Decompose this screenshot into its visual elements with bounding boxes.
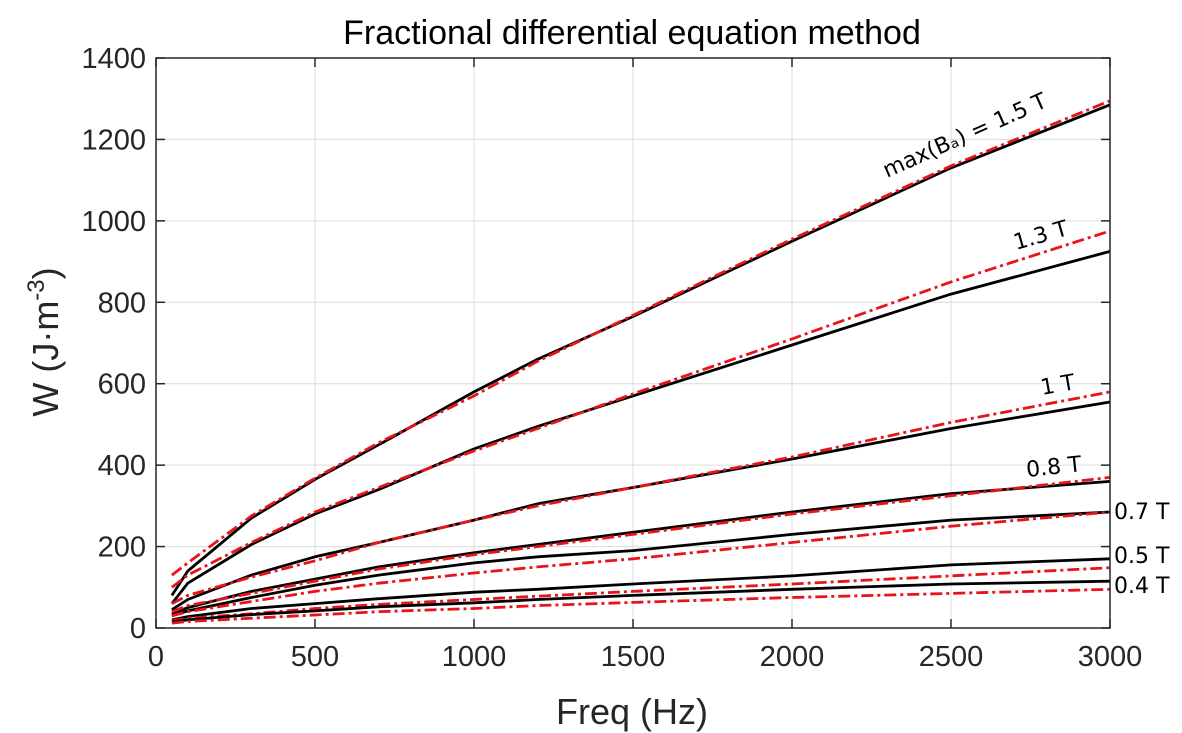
y-axis-label: W (J·m-3) [23, 267, 66, 416]
series-line-model-6 [171, 587, 1111, 625]
x-axis-label: Freq (Hz) [556, 691, 708, 732]
series-line-measured-6 [171, 579, 1111, 624]
curve-label-5: 0.5 T [1114, 544, 1170, 569]
curve-label-2: 1 T [1039, 370, 1078, 401]
y-tick-label: 0 [130, 613, 146, 645]
series-line-measured-0 [170, 103, 1111, 597]
series-line-measured-3 [171, 480, 1111, 616]
y-tick-label: 400 [98, 450, 146, 482]
series-line-measured-5 [171, 557, 1111, 622]
x-tick-label: 2000 [760, 641, 825, 673]
x-tick-label: 2500 [919, 641, 984, 673]
series-line-model-3 [171, 476, 1111, 614]
series-line-measured-1 [170, 250, 1111, 605]
y-axis-label-sup: -3 [23, 279, 50, 300]
series-lines [170, 99, 1111, 625]
curve-label-3: 0.8 T [1025, 452, 1083, 483]
y-tick-label: 200 [98, 532, 146, 564]
grid [155, 57, 1111, 629]
series-line-model-1 [171, 229, 1111, 589]
y-tick-label: 800 [98, 287, 146, 319]
series-line-model-4 [171, 510, 1111, 618]
y-tick-label: 1400 [81, 43, 146, 75]
x-tick-label: 1500 [601, 641, 666, 673]
series-line-model-2 [171, 390, 1111, 605]
y-tick-label: 600 [98, 369, 146, 401]
curve-label-1: 1.3 T [1011, 216, 1072, 255]
curve-label-6: 0.4 T [1114, 574, 1170, 599]
series-line-model-0 [171, 99, 1111, 577]
chart-title: Fractional differential equation method [343, 14, 921, 52]
x-tick-label: 500 [291, 641, 339, 673]
axis-ticks [155, 57, 1111, 629]
x-tick-label: 0 [148, 641, 164, 673]
y-tick-label: 1200 [81, 124, 146, 156]
x-tick-label: 1000 [442, 641, 507, 673]
series-line-model-5 [171, 566, 1111, 623]
curve-label-4: 0.7 T [1114, 500, 1170, 525]
tick-labels: 0 500 1000 1500 2000 2500 3000 0 200 400 600 800 100… [81, 43, 1142, 673]
curve-label-0: max(Bₐ) = 1.5 T [879, 89, 1051, 184]
series-line-measured-4 [171, 510, 1111, 618]
y-axis-label-main: W (J·m [25, 301, 66, 417]
x-tick-label: 3000 [1078, 641, 1143, 673]
y-tick-label: 1000 [81, 206, 146, 238]
y-axis-label-tail: ) [25, 267, 66, 279]
